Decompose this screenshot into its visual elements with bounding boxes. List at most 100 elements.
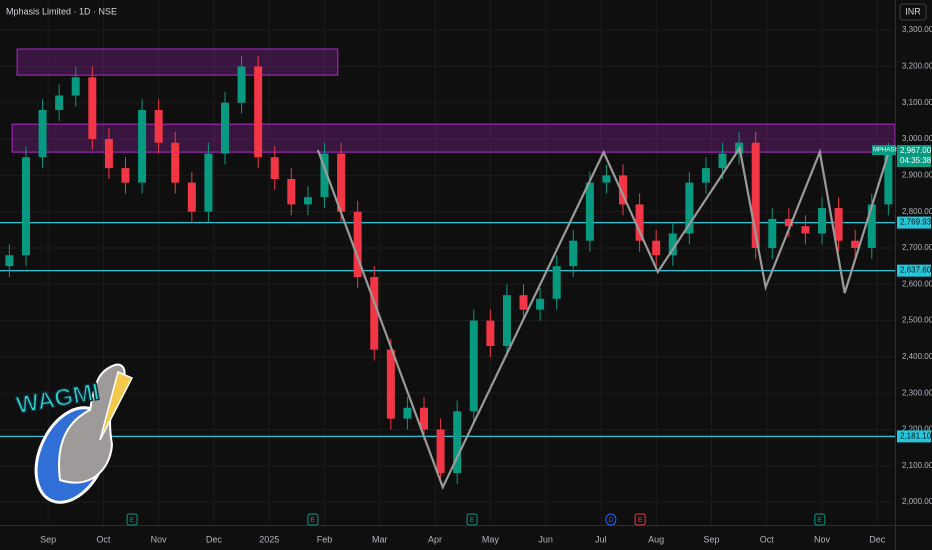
countdown: 04:35:38 — [900, 156, 932, 165]
x-tick-label: Sep — [703, 534, 719, 544]
candle-body — [220, 102, 229, 154]
candle-body — [718, 153, 727, 169]
x-tick-label: Mar — [372, 534, 388, 544]
candle-body — [21, 157, 30, 256]
x-tick-label: Dec — [869, 534, 886, 544]
y-tick-label: 2,500.00 — [902, 316, 932, 325]
candle-body — [287, 178, 296, 205]
y-tick-label: 2,400.00 — [902, 352, 932, 361]
candle-body — [585, 182, 594, 241]
candle-body — [5, 255, 14, 267]
candle-body — [784, 218, 793, 227]
candle-body — [751, 142, 760, 248]
candle-body — [71, 77, 80, 96]
x-tick-label: Dec — [206, 534, 223, 544]
zone — [16, 48, 339, 76]
candle-body — [204, 153, 213, 212]
y-tick-label: 2,000.00 — [902, 497, 932, 506]
x-tick-label: Sep — [40, 534, 56, 544]
candle-body — [320, 153, 329, 198]
y-tick-label: 3,300.00 — [902, 25, 932, 34]
candle-body — [801, 226, 810, 234]
candle-body — [104, 139, 113, 169]
y-tick-label: 2,700.00 — [902, 243, 932, 252]
event-label: E — [130, 517, 135, 524]
event-label: E — [470, 517, 475, 524]
candle-body — [569, 240, 578, 267]
candle-body — [685, 182, 694, 234]
candle-body — [138, 110, 147, 183]
candle-body — [834, 208, 843, 241]
logo-beak — [99, 370, 134, 441]
symbol-label: MPHASIS — [873, 148, 900, 154]
event-marker — [307, 513, 319, 526]
candle-body — [436, 429, 445, 474]
x-tick-label: May — [482, 534, 500, 544]
candle-body — [403, 407, 412, 419]
symbol-tag — [872, 145, 896, 156]
level-label: 2,769.93 — [900, 218, 932, 227]
y-tick-label: 2,800.00 — [902, 207, 932, 216]
candle-body — [171, 142, 180, 183]
chart-title: Mphasis Limited · 1D · NSE — [6, 6, 117, 16]
candle-body — [519, 295, 528, 310]
x-tick-label: Jul — [595, 534, 607, 544]
candle-body — [420, 407, 429, 430]
x-tick-label: Oct — [760, 534, 775, 544]
x-tick-label: Jun — [538, 534, 553, 544]
y-tick-label: 2,900.00 — [902, 170, 932, 179]
candle-body — [768, 218, 777, 248]
x-tick-label: Feb — [317, 534, 333, 544]
event-label: D — [608, 517, 613, 524]
zigzag-line — [316, 145, 889, 491]
candle-body — [370, 277, 379, 350]
candle-body — [88, 77, 97, 140]
candle-body — [536, 298, 545, 310]
y-tick-label: 2,100.00 — [902, 461, 932, 470]
last-price-tag — [897, 145, 931, 168]
candle-body — [502, 295, 511, 347]
y-tick-label: 3,000.00 — [902, 134, 932, 143]
currency: INR — [905, 6, 921, 16]
zigzag — [316, 145, 889, 491]
event-marker — [634, 513, 646, 526]
level-tag — [897, 430, 931, 443]
candles — [5, 55, 893, 484]
grid — [0, 0, 895, 525]
event-label: E — [638, 517, 643, 524]
y-tick-label: 2,300.00 — [902, 388, 932, 397]
candle-body — [469, 320, 478, 412]
candle-body — [818, 208, 827, 234]
candle-body — [652, 240, 661, 256]
candle-body — [552, 266, 561, 299]
event-label: E — [311, 517, 316, 524]
level-label: 2,637.60 — [900, 266, 932, 275]
axes: 2,000.00 2,100.00 2,200.00 2,300.00 2,400.00… — [40, 25, 932, 544]
event-marker — [126, 513, 138, 526]
currency-box — [899, 3, 927, 21]
candle-body — [353, 211, 362, 278]
level-tag — [897, 264, 931, 277]
levels — [0, 221, 895, 437]
candle-body — [867, 204, 876, 248]
x-tick-label: 2025 — [259, 534, 279, 544]
candle-body — [619, 175, 628, 205]
candle-body — [453, 411, 462, 474]
event-marker — [814, 513, 826, 526]
candle-body — [668, 233, 677, 256]
candle-body — [337, 153, 346, 212]
x-tick-label: Apr — [428, 534, 442, 544]
candle-body — [237, 66, 246, 103]
x-tick-label: Nov — [151, 534, 168, 544]
candle-body — [884, 153, 893, 205]
event-marker — [466, 513, 478, 526]
x-tick-label: Aug — [648, 534, 664, 544]
candle-body — [635, 204, 644, 241]
y-tick-label: 2,600.00 — [902, 279, 932, 288]
candle-body — [602, 175, 611, 183]
candle-body — [55, 95, 64, 111]
event-marker — [605, 513, 617, 526]
